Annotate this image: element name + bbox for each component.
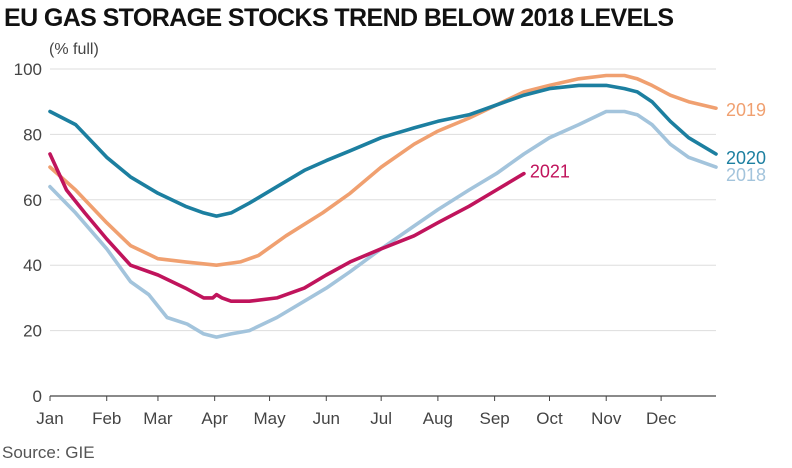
y-tick-label: 80	[23, 125, 42, 144]
x-tick-label: May	[253, 409, 286, 428]
x-tick-label: Apr	[201, 409, 228, 428]
y-tick-label: 100	[14, 60, 42, 79]
x-tick-label: Jun	[313, 409, 340, 428]
x-tick-label: Oct	[536, 409, 563, 428]
series-line-2020	[48, 83, 718, 218]
x-tick-label: Jan	[36, 409, 63, 428]
y-tick-label: 60	[23, 191, 42, 210]
series-label-2019: 2019	[726, 100, 766, 120]
series-line-2018	[48, 109, 718, 339]
x-tick-label: Aug	[423, 409, 453, 428]
series-line-2019	[48, 73, 718, 268]
y-axis-label: (% full)	[49, 41, 99, 58]
chart-title: EU GAS STORAGE STOCKS TREND BELOW 2018 L…	[4, 4, 674, 32]
series-label-2018: 2018	[726, 165, 766, 185]
x-tick-label: Dec	[646, 409, 677, 428]
y-tick-label: 0	[33, 387, 42, 406]
series-line-2021	[48, 152, 526, 304]
y-tick-label: 20	[23, 322, 42, 341]
source-note: Source: GIE	[2, 443, 95, 462]
x-tick-label: Sep	[479, 409, 509, 428]
y-tick-label: 40	[23, 256, 42, 275]
x-tick-label: Nov	[591, 409, 622, 428]
x-tick-label: Jul	[370, 409, 392, 428]
x-tick-label: Mar	[143, 409, 173, 428]
series-label-2021: 2021	[530, 162, 570, 182]
x-tick-label: Feb	[92, 409, 121, 428]
series-label-2020: 2020	[726, 148, 766, 168]
